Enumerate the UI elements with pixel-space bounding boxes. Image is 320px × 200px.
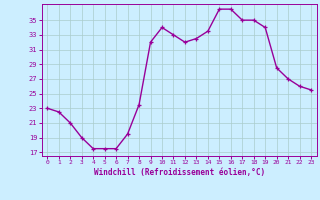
X-axis label: Windchill (Refroidissement éolien,°C): Windchill (Refroidissement éolien,°C)	[94, 168, 265, 177]
